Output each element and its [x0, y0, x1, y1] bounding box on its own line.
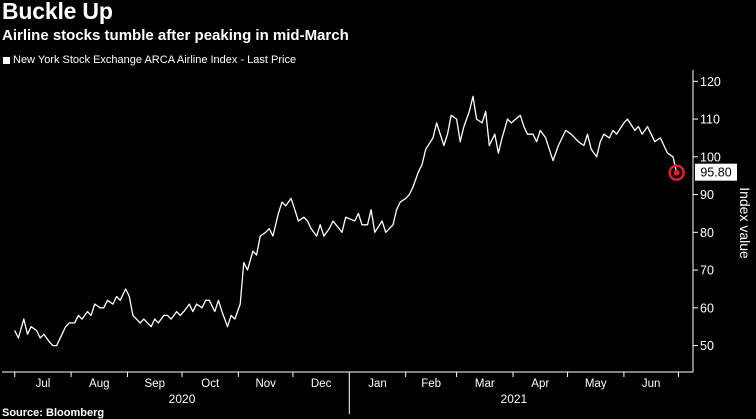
x-tick-label: Mar [475, 378, 495, 390]
series-line [14, 95, 678, 347]
y-tick-label: 90 [700, 188, 714, 202]
y-tick-label: 80 [700, 226, 714, 240]
y-axis-title: Index value [737, 187, 753, 259]
chart-subtitle: Airline stocks tumble after peaking in m… [2, 27, 349, 44]
chart-title: Buckle Up [2, 0, 113, 24]
y-tick-label: 100 [700, 150, 721, 164]
last-point-dot [673, 169, 680, 176]
year-label: 2021 [501, 392, 528, 406]
x-tick-label: Dec [311, 378, 332, 390]
x-tick-label: Jun [642, 378, 661, 390]
y-tick-label: 120 [700, 75, 721, 89]
y-tick-label: 50 [700, 339, 714, 353]
y-tick-label: 110 [700, 113, 720, 127]
y-tick-label: 60 [700, 301, 714, 315]
legend: New York Stock Exchange ARCA Airline Ind… [3, 54, 296, 66]
last-price-label: 95.80 [700, 166, 731, 180]
x-tick-label: Aug [89, 378, 109, 390]
x-tick-label: Oct [201, 378, 220, 390]
x-tick-label: Sep [145, 378, 165, 390]
legend-swatch [3, 56, 10, 64]
source-note: Source: Bloomberg [2, 407, 105, 419]
x-tick-label: Nov [255, 378, 276, 390]
y-tick-label: 70 [700, 264, 714, 278]
last-price-box [695, 163, 737, 181]
x-tick-label: Apr [531, 378, 549, 390]
x-tick-label: Feb [421, 378, 441, 390]
x-tick-label: Jul [36, 378, 51, 390]
year-label: 2020 [169, 392, 196, 406]
legend-label: New York Stock Exchange ARCA Airline Ind… [13, 54, 297, 66]
x-tick-label: Jan [368, 378, 387, 390]
x-tick-label: May [585, 378, 607, 390]
last-point-marker [668, 164, 685, 181]
